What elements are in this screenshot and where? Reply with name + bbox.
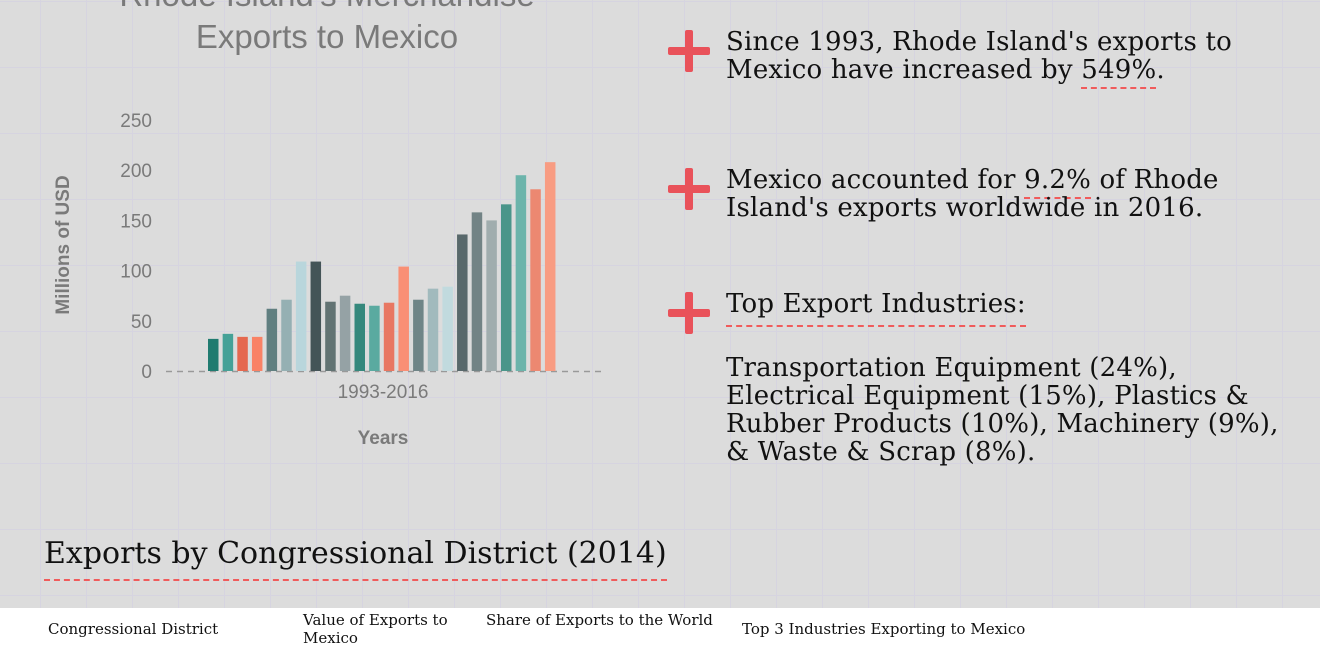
fact-highlight: 9.2% [1024,165,1092,199]
exports-bar-chart: Rhode Island's Merchandise Exports to Me… [53,0,605,449]
section-title: Exports by Congressional District (2014) [44,536,667,581]
top-industries-heading: Top Export Industries: [726,289,1026,327]
bar-2004 [369,305,380,371]
bar-2012 [486,220,497,371]
x-tick-label: 1993-2016 [338,382,429,403]
y-axis-label: Millions of USD [53,175,74,314]
bar-2014 [515,175,527,371]
bar-1993 [208,338,219,371]
fact-export-growth: Since 1993, Rhode Island's exports to Me… [668,27,1266,89]
bar-1997 [266,308,278,371]
y-tick-label: 150 [120,211,152,232]
fact-text-end: . [1156,55,1165,85]
bar-2000 [310,261,322,371]
table-header-industries: Top 3 Industries Exporting to Mexico [742,620,1026,638]
bar-2001 [325,301,336,371]
bar-1998 [281,299,292,371]
bar-2007 [413,299,424,371]
bar-2010 [457,234,468,371]
bar-2015 [530,189,541,371]
bar-2009 [442,286,453,371]
bar-2013 [501,204,512,371]
bar-2003 [354,303,365,371]
plus-icon [668,292,710,334]
table-header-share: Share of Exports to the World [486,611,713,629]
plus-icon [668,168,710,210]
chart-title-line1: Rhode Island's Merchandise [119,0,534,13]
bar-2006 [398,266,409,371]
bar-2002 [339,295,351,371]
fact-export-share: Mexico accounted for 9.2% of Rhode Islan… [668,165,1266,223]
y-tick-label: 100 [120,262,152,283]
y-tick-label: 0 [141,362,152,383]
y-tick-label: 50 [131,312,152,333]
bar-2008 [427,288,439,371]
bar-1999 [295,261,307,371]
fact-text: Mexico accounted for [726,165,1025,195]
bar-1995 [237,336,248,371]
fact-highlight: 549% [1081,55,1157,89]
table-header-value: Value of Exports to Mexico [303,611,448,647]
bar-2016 [544,162,556,371]
fact-text: Since 1993, Rhode Island's exports to Me… [726,27,1232,85]
y-tick-label: 250 [120,111,152,132]
industries-list: Transportation Equipment (24%), Electric… [726,353,1279,467]
chart-title-line2: Exports to Mexico [196,18,458,55]
y-tick-label: 200 [120,161,152,182]
bar-1996 [251,336,263,371]
plus-icon [668,30,710,72]
x-axis-label: Years [358,428,409,449]
fact-top-industries: Top Export Industries: Transportation Eq… [668,289,1286,467]
bar-2011 [471,212,483,371]
district-table: Congressional District Value of Exports … [0,608,1320,650]
table-header-district: Congressional District [48,620,219,638]
fact-text-end: of Rhode Island's exports worldwide in 2… [726,165,1219,223]
bar-1994 [222,333,234,371]
bar-2005 [383,302,395,371]
